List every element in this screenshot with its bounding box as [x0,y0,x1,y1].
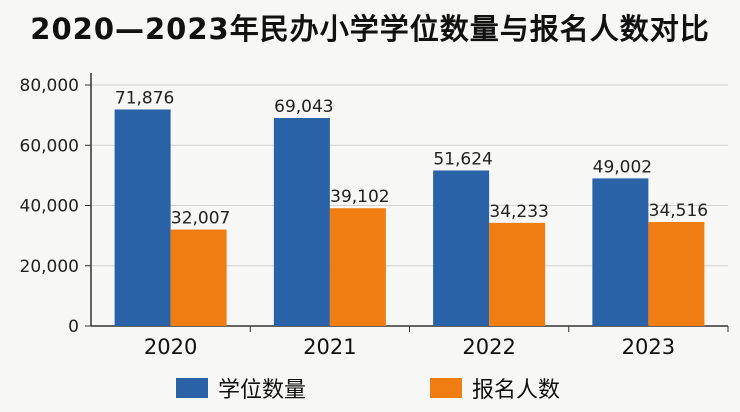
x-tick-label-2022: 2022 [462,335,515,359]
chart-title: 2020—2023年民办小学学位数量与报名人数对比 [30,12,710,46]
bar-seats-2022 [433,170,490,326]
y-tick-label-1: 20,000 [20,257,79,277]
legend-item-applicants: 报名人数 [430,372,560,404]
x-tick-label-2023: 2023 [622,335,675,359]
legend-label-seats: 学位数量 [218,378,307,403]
bar-seats-2023 [592,178,649,326]
bar-applicants-2020 [170,229,227,326]
data-label-applicants-2020: 32,007 [171,209,230,229]
legend-label-applicants: 报名人数 [472,378,561,403]
bar-applicants-2022 [489,222,546,326]
data-label-seats-2021: 69,043 [274,97,333,117]
data-label-applicants-2022: 34,233 [489,202,548,222]
y-tick-label-4: 80,000 [20,76,79,96]
y-tick-label-0: 0 [68,317,79,337]
legend-swatch-seats [176,378,208,398]
data-label-seats-2023: 49,002 [593,157,652,177]
x-tick-label-2021: 2021 [303,335,356,359]
legend-swatch-applicants [430,378,462,398]
bar-applicants-2021 [329,208,386,326]
legend-item-seats: 学位数量 [176,372,306,404]
bar-seats-2021 [273,118,330,326]
data-label-applicants-2021: 39,102 [330,187,389,207]
bar-applicants-2023 [648,222,705,326]
y-tick-label-2: 40,000 [20,197,79,217]
data-label-applicants-2023: 34,516 [649,201,708,221]
x-tick-label-2020: 2020 [144,335,197,359]
data-label-seats-2020: 71,876 [115,88,174,108]
legend: 学位数量 报名人数 [0,372,740,406]
bar-seats-2020 [114,109,171,327]
y-tick-label-3: 60,000 [20,136,79,156]
data-label-seats-2022: 51,624 [433,149,492,169]
